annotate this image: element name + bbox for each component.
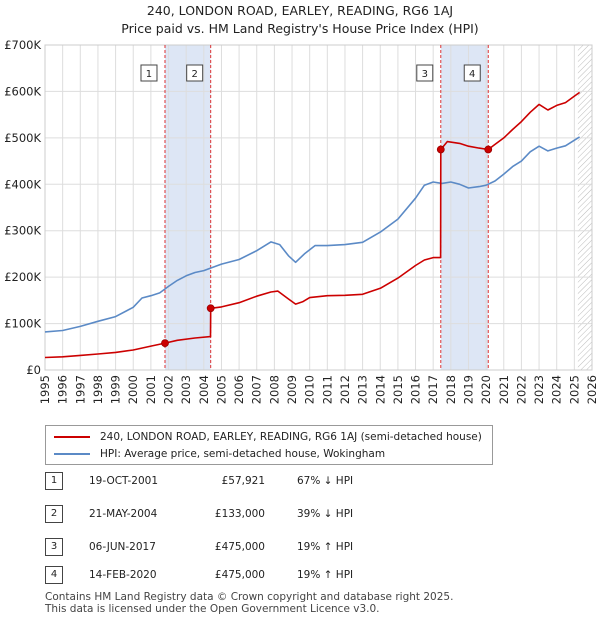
- x-tick-label: 2017: [426, 375, 440, 404]
- x-tick-label: 2020: [479, 375, 493, 404]
- x-tick-label: 2001: [144, 375, 158, 404]
- y-tick-label: £300K: [4, 224, 41, 238]
- chart-title-line2: Price paid vs. HM Land Registry's House …: [121, 21, 479, 36]
- sale-row: 4 14-FEB-2020 £475,000 19% ↑ HPI: [45, 566, 405, 584]
- x-tick-label: 2012: [338, 375, 352, 404]
- property-series-line: [44, 91, 581, 359]
- x-tick-label: 2005: [214, 375, 228, 404]
- sale-marker-number: 2: [192, 69, 198, 80]
- sale-hpi-comparison: 67% ↓ HPI: [297, 475, 354, 487]
- sale-point: [161, 339, 169, 348]
- sale-date: 21-MAY-2004: [89, 508, 158, 520]
- legend-swatch-property: [54, 436, 90, 438]
- projection-hatch-region: [577, 45, 592, 370]
- sale-point: [436, 145, 445, 154]
- legend-swatch-hpi: [54, 453, 90, 455]
- x-tick-label: 2002: [162, 375, 176, 404]
- footer-attribution: Contains HM Land Registry data © Crown c…: [45, 591, 453, 615]
- sale-number-badge: 1: [45, 472, 63, 490]
- sale-marker-number: 3: [422, 69, 428, 80]
- x-tick-label: 2009: [285, 375, 299, 404]
- sale-price: £57,921: [221, 475, 265, 487]
- x-tick-label: 1996: [56, 375, 70, 404]
- y-tick-label: £0: [26, 363, 41, 377]
- footer-line1: Contains HM Land Registry data © Crown c…: [45, 591, 454, 603]
- sale-point: [484, 145, 493, 154]
- x-tick-label: 2011: [320, 375, 334, 404]
- sale-marker-box: [186, 64, 204, 82]
- legend-item-property: 240, LONDON ROAD, EARLEY, READING, RG6 1…: [54, 429, 482, 445]
- sale-date: 06-JUN-2017: [89, 541, 156, 553]
- y-tick-label: £200K: [4, 270, 41, 284]
- y-tick-label: £100K: [4, 317, 41, 331]
- x-tick-label: 2000: [126, 375, 140, 404]
- legend-label-hpi: HPI: Average price, semi-detached house,…: [100, 448, 386, 460]
- x-tick-label: 2018: [444, 375, 458, 404]
- sale-hpi-comparison: 19% ↑ HPI: [297, 541, 354, 553]
- x-tick-label: 2019: [461, 375, 475, 404]
- sale-date: 19-OCT-2001: [89, 475, 158, 487]
- legend-item-hpi: HPI: Average price, semi-detached house,…: [54, 446, 385, 462]
- x-tick-label: 2007: [250, 375, 264, 404]
- x-tick-label: 2024: [550, 375, 564, 404]
- y-tick-label: £500K: [4, 131, 41, 145]
- sale-number-badge: 2: [45, 505, 63, 523]
- sale-marker-number: 4: [469, 69, 475, 80]
- sale-marker-number: 1: [146, 69, 152, 80]
- x-tick-label: 2013: [356, 375, 370, 404]
- x-tick-label: 1997: [73, 375, 87, 404]
- y-tick-label: £700K: [4, 38, 41, 52]
- x-tick-label: 2026: [585, 375, 599, 404]
- sale-date: 14-FEB-2020: [89, 569, 157, 581]
- sale-row: 3 06-JUN-2017 £475,000 19% ↑ HPI: [45, 538, 405, 556]
- x-tick-label: 2021: [497, 375, 511, 404]
- x-tick-label: 2023: [532, 375, 546, 404]
- sale-number-badge: 3: [45, 538, 63, 556]
- price-chart: £0 £100K £200K £300K £400K £500K £600K £700K 199…: [4, 38, 599, 404]
- plot-frame: [44, 44, 593, 371]
- sale-row: 1 19-OCT-2001 £57,921 67% ↓ HPI: [45, 472, 405, 490]
- sale-price: £475,000: [214, 541, 265, 553]
- sale-row: 2 21-MAY-2004 £133,000 39% ↓ HPI: [45, 505, 405, 523]
- x-tick-label: 2003: [179, 375, 193, 404]
- hpi-series-line: [44, 136, 581, 333]
- x-tick-label: 2014: [373, 375, 387, 404]
- x-tick-label: 2004: [197, 375, 211, 404]
- footer-line2: This data is licensed under the Open Gov…: [45, 603, 380, 615]
- x-tick-label: 2008: [267, 375, 281, 404]
- x-tick-label: 2016: [409, 375, 423, 404]
- x-tick-label: 1998: [91, 375, 105, 404]
- y-tick-label: £400K: [4, 177, 41, 191]
- x-tick-label: 2022: [514, 375, 528, 404]
- sale-number-badge: 4: [45, 566, 63, 584]
- chart-legend: 240, LONDON ROAD, EARLEY, READING, RG6 1…: [45, 425, 493, 465]
- x-tick-label: 2006: [232, 375, 246, 404]
- sale-period-shading: [440, 45, 489, 370]
- sale-period-shading: [164, 45, 211, 370]
- x-tick-label: 2015: [391, 375, 405, 404]
- sale-hpi-comparison: 19% ↑ HPI: [297, 569, 354, 581]
- x-tick-label: 2025: [567, 375, 581, 404]
- chart-title-line1: 240, LONDON ROAD, EARLEY, READING, RG6 1…: [146, 3, 454, 18]
- x-tick-label: 1995: [38, 375, 52, 404]
- legend-label-property: 240, LONDON ROAD, EARLEY, READING, RG6 1…: [100, 431, 482, 443]
- sale-price: £475,000: [214, 569, 265, 581]
- y-tick-label: £600K: [4, 84, 41, 98]
- x-tick-label: 1999: [109, 375, 123, 404]
- sale-hpi-comparison: 39% ↓ HPI: [297, 508, 354, 520]
- sale-point: [206, 304, 215, 313]
- sale-price: £133,000: [214, 508, 265, 520]
- x-tick-label: 2010: [303, 375, 317, 404]
- chart-title: 240, LONDON ROAD, EARLEY, READING, RG6 1…: [0, 2, 600, 38]
- sale-marker-box: [463, 64, 481, 82]
- sale-marker-box: [140, 64, 158, 82]
- sale-marker-box: [416, 64, 434, 82]
